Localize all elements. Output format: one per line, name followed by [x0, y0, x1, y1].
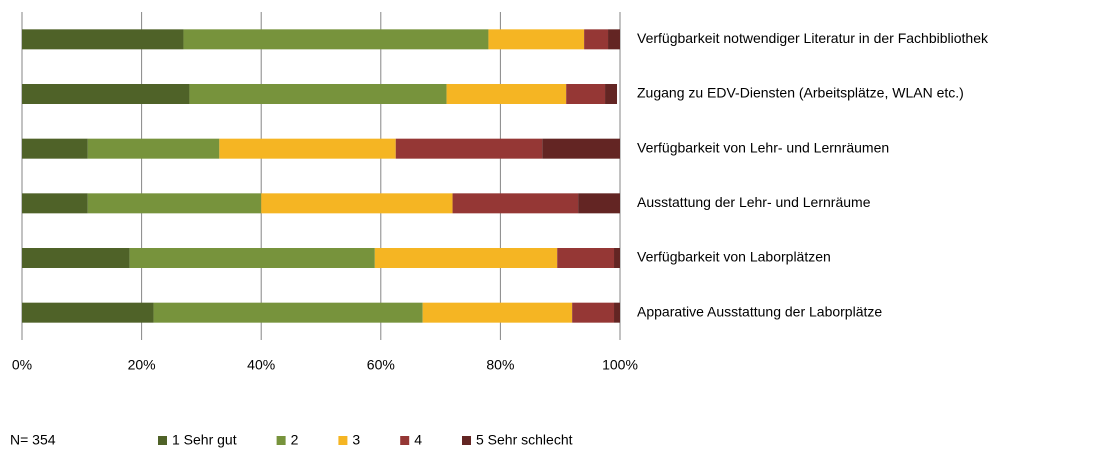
bar-segment [189, 84, 447, 104]
bar-segment [542, 138, 620, 159]
bar-segment [129, 248, 375, 268]
bar-segment [22, 302, 154, 323]
category-label: Zugang zu EDV-Diensten (Arbeitsplätze, W… [637, 85, 964, 101]
category-label: Verfügbarkeit von Laborplätzen [637, 249, 831, 265]
bar-segment [608, 29, 620, 50]
category-label: Apparative Ausstattung der Laborplätze [637, 303, 882, 319]
legend-label: 4 [414, 432, 422, 448]
legend-swatch [338, 436, 348, 445]
category-label: Ausstattung der Lehr- und Lernräume [637, 194, 871, 210]
bar-segment [22, 248, 130, 268]
legend-swatch [462, 436, 471, 445]
bar-segment [488, 29, 585, 50]
bar-segment [578, 193, 620, 214]
x-tick-label: 0% [12, 357, 32, 373]
x-tick-label: 20% [128, 357, 156, 373]
bar-segment [219, 138, 396, 159]
bar-segment [395, 138, 543, 159]
category-label: Verfügbarkeit von Lehr- und Lernräumen [637, 139, 889, 155]
bar-segment [614, 302, 620, 323]
x-tick-label: 40% [247, 357, 275, 373]
legend-label: 1 Sehr gut [172, 432, 237, 448]
bar-segment [22, 193, 88, 214]
legend-swatch [158, 436, 167, 445]
x-tick-label: 80% [486, 357, 514, 373]
bar-segment [584, 29, 609, 50]
bar-segment [605, 84, 618, 104]
bar-segment [452, 193, 579, 214]
bar-segment [557, 248, 615, 268]
bar-segment [22, 84, 190, 104]
category-label: Verfügbarkeit notwendiger Literatur in d… [637, 30, 989, 46]
sample-size: N= 354 [10, 432, 56, 448]
bar-segment [87, 138, 220, 159]
bar-segment [374, 248, 558, 268]
legend-label: 2 [291, 432, 299, 448]
bar-segment [446, 84, 567, 104]
legend-swatch [400, 436, 410, 445]
legend-label: 5 Sehr schlecht [476, 432, 573, 448]
legend-label: 3 [352, 432, 360, 448]
bar-segment [22, 29, 184, 50]
bar-segment [153, 302, 423, 323]
bar-segment [572, 302, 615, 323]
bar-segment [87, 193, 262, 214]
bar-segment [614, 248, 620, 268]
bar-segment [422, 302, 573, 323]
bar-segment [566, 84, 606, 104]
x-tick-label: 100% [602, 357, 638, 373]
bar-segment [261, 193, 453, 214]
bar-segment [183, 29, 489, 50]
legend-swatch [276, 436, 286, 445]
x-tick-label: 60% [367, 357, 395, 373]
bar-segment [22, 138, 88, 159]
